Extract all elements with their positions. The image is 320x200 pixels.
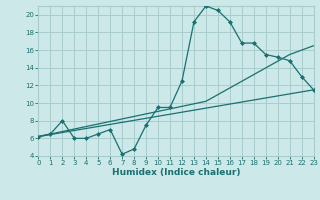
X-axis label: Humidex (Indice chaleur): Humidex (Indice chaleur) [112, 168, 240, 177]
